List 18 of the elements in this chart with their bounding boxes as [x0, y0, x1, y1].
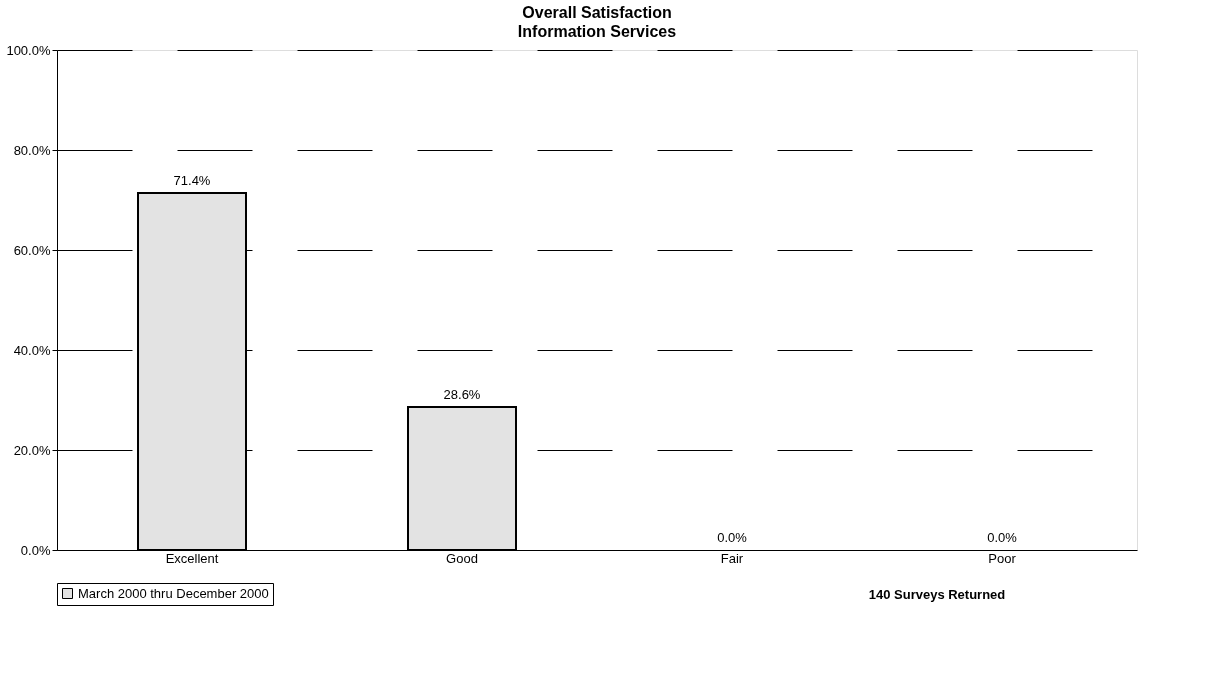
y-tick-label: 100.0%	[6, 42, 51, 58]
text: 71.4%	[173, 173, 211, 188]
x-tick-label: Excellent	[165, 550, 219, 566]
y-tick-label: 40.0%	[13, 342, 51, 358]
y-tick-label: 80.0%	[13, 142, 51, 158]
x-tick-label: Fair	[720, 550, 744, 566]
text: 0.0%	[987, 530, 1017, 545]
chart-title: Overall Satisfaction	[522, 4, 672, 21]
y-tick-label: 60.0%	[13, 242, 51, 258]
text: 0.0%	[717, 530, 747, 545]
y-tick-label: 20.0%	[13, 442, 51, 458]
text: 140 Surveys Returned	[868, 587, 1006, 602]
x-tick-label: Good	[446, 550, 478, 566]
text: 28.6%	[443, 387, 481, 402]
x-tick-label: Poor	[988, 550, 1017, 566]
legend-label: March 2000 thru December 2000	[78, 585, 269, 601]
chart-subtitle: Information Services	[517, 23, 677, 40]
y-tick-label: 0.0%	[20, 542, 51, 558]
